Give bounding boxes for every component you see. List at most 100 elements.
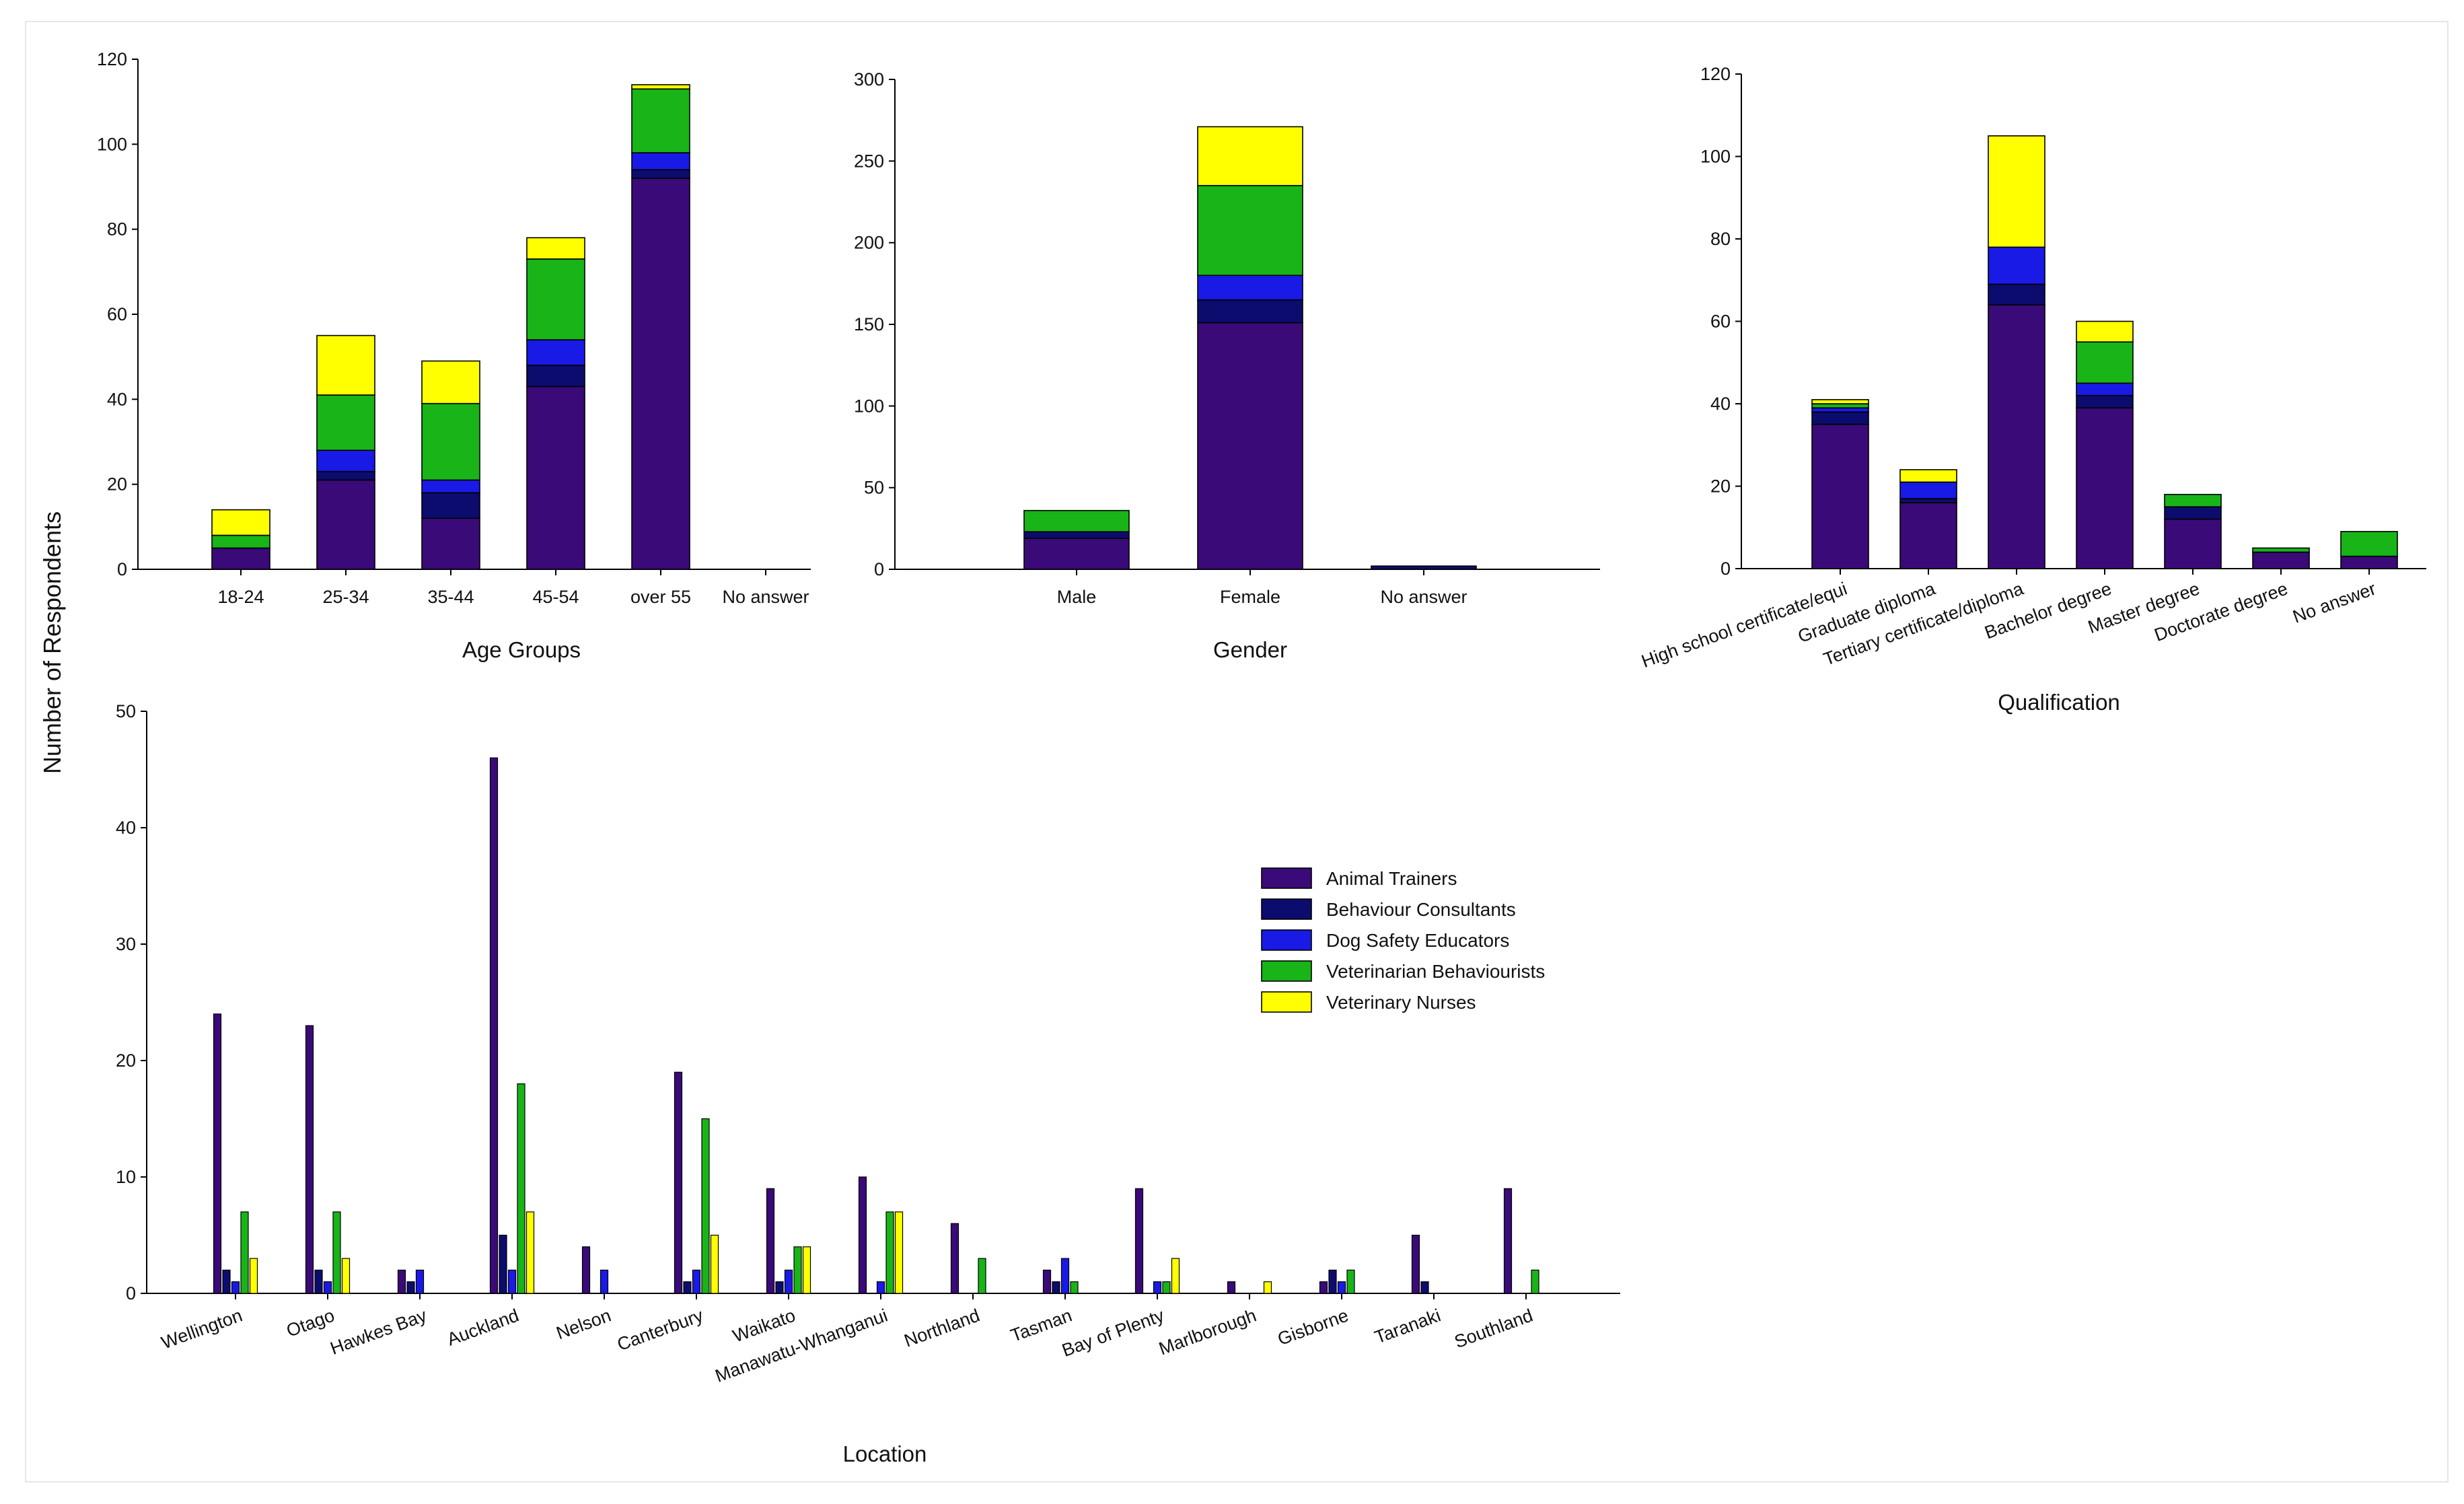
location-bar-manawatu-whanganui-animal-trainers [858,1176,867,1294]
gender-x-tick-label: Female [1220,587,1280,607]
age-bar-over-55-veterinarian-behaviourists [631,88,690,153]
location-bar-nelson-dog-safety-educators [600,1269,609,1294]
age-bar-45-54-veterinarian-behaviourists [526,258,585,341]
legend-label-veterinary-nurses: Veterinary Nurses [1326,992,1476,1013]
location-bar-wellington-behaviour-consultants [222,1269,231,1294]
qualification-bar-no-answer-animal-trainers [2340,555,2398,569]
location-bar-otago-veterinarian-behaviourists [332,1211,341,1294]
age-bar-45-54-behaviour-consultants [526,364,585,388]
location-bar-wellington-veterinary-nurses [249,1258,258,1294]
age-bar-over-55-animal-trainers [631,178,690,570]
qualification-y-tick-label: 80 [1710,229,1731,249]
legend-label-veterinarian-behaviourists: Veterinarian Behaviourists [1326,961,1545,982]
qualification-bar-high-school-certificate-equi-dog-safety-educators [1811,407,1869,413]
gender-y-tick-label: 150 [854,314,884,334]
qualification-bar-graduate-diploma-animal-trainers [1899,502,1957,569]
location-bar-auckland-behaviour-consultants [499,1234,507,1294]
age-x-tick-label: 35-44 [427,587,474,607]
location-bar-canterbury-veterinary-nurses [710,1234,719,1294]
qualification-bar-graduate-diploma-dog-safety-educators [1899,481,1957,499]
gender-x-tick-label: No answer [1380,587,1467,607]
location-bar-canterbury-animal-trainers [674,1071,683,1294]
qualification-bar-graduate-diploma-behaviour-consultants [1899,498,1957,503]
location-bar-otago-dog-safety-educators [323,1281,332,1294]
location-bar-auckland-animal-trainers [489,757,499,1294]
location-y-tick-label: 0 [126,1283,136,1303]
qualification-bar-master-degree-animal-trainers [2164,518,2222,569]
qualification-bar-high-school-certificate-equi-animal-trainers [1811,423,1869,569]
location-bar-canterbury-veterinarian-behaviourists [701,1118,710,1294]
location-bar-hawkes-bay-dog-safety-educators [415,1269,425,1294]
age-bar-25-34-veterinarian-behaviourists [316,394,375,451]
location-bar-tasman-dog-safety-educators [1060,1258,1070,1294]
location-bar-hawkes-bay-animal-trainers [397,1269,406,1294]
qualification-bar-doctorate-degree-animal-trainers [2252,551,2310,569]
gender-bar-male-behaviour-consultants [1023,531,1130,539]
age-bar-35-44-animal-trainers [421,517,480,570]
age-bar-25-34-behaviour-consultants [316,470,375,481]
legend-swatch-dog-safety-educators [1261,929,1312,951]
qualification-bar-tertiary-certificate-diploma-veterinary-nurses [1988,135,2045,248]
age-y-tick-label: 120 [97,49,127,69]
location-bar-otago-veterinary-nurses [341,1258,351,1294]
gender-y-tick-label: 200 [854,233,884,253]
location-bar-otago-animal-trainers [305,1025,314,1294]
age-bar-45-54-veterinary-nurses [526,237,585,260]
qualification-y-tick-label: 20 [1710,476,1731,497]
qualification-y-tick-label: 0 [1720,559,1731,579]
age-bar-25-34-veterinary-nurses [316,334,375,396]
qualification-bar-bachelor-degree-dog-safety-educators [2076,382,2134,396]
gender-bar-male-veterinarian-behaviourists [1023,509,1130,532]
gender-bar-female-veterinary-nurses [1197,126,1303,186]
qualification-y-tick-label: 40 [1710,394,1731,414]
gender-bar-female-behaviour-consultants [1197,299,1303,324]
age-x-tick-label: 25-34 [322,587,369,607]
gender-bar-female-animal-trainers [1197,322,1303,570]
location-bar-otago-behaviour-consultants [314,1269,323,1294]
gender-y-tick-label: 100 [854,396,884,416]
location-bar-bay-of-plenty-dog-safety-educators [1153,1281,1162,1294]
qualification-y-tick-label: 100 [1700,147,1731,167]
qualification-bar-graduate-diploma-veterinary-nurses [1899,469,1957,483]
location-bar-tasman-animal-trainers [1042,1269,1052,1294]
location-bar-manawatu-whanganui-dog-safety-educators [876,1281,885,1294]
age-bar-35-44-behaviour-consultants [421,492,480,519]
qualification-bar-high-school-certificate-equi-veterinary-nurses [1811,399,1869,404]
age-bar-over-55-veterinary-nurses [631,84,690,90]
location-bar-manawatu-whanganui-veterinarian-behaviourists [885,1211,894,1294]
legend-label-behaviour-consultants: Behaviour Consultants [1326,899,1516,920]
age-x-axis-title: Age Groups [462,637,581,662]
age-bar-45-54-animal-trainers [526,386,585,570]
qualification-bar-high-school-certificate-equi-veterinarian-behaviourists [1811,403,1869,408]
age-y-tick-label: 100 [97,134,127,154]
age-x-tick-label: 18-24 [217,587,264,607]
gender-y-tick-label: 300 [854,69,884,89]
location-y-tick-label: 40 [116,818,136,838]
location-bar-tasman-behaviour-consultants [1052,1281,1060,1294]
age-y-tick-label: 0 [117,559,127,579]
qualification-bar-bachelor-degree-animal-trainers [2076,407,2134,569]
gender-x-tick-label: Male [1057,587,1097,607]
qualification-bar-tertiary-certificate-diploma-behaviour-consultants [1988,283,2045,306]
age-bar-35-44-dog-safety-educators [421,479,480,494]
age-bar-18-24-veterinarian-behaviourists [211,534,270,549]
qualification-bar-bachelor-degree-veterinary-nurses [2076,320,2134,343]
age-bar-over-55-dog-safety-educators [631,152,690,171]
age-bar-35-44-veterinary-nurses [421,360,480,404]
location-bar-gisborne-dog-safety-educators [1337,1281,1346,1294]
location-y-tick-label: 10 [116,1167,136,1187]
location-bar-marlborough-veterinary-nurses [1263,1281,1272,1294]
age-x-tick-label: No answer [722,587,809,607]
location-bar-nelson-animal-trainers [581,1246,591,1294]
qualification-bar-doctorate-degree-veterinarian-behaviourists [2252,547,2310,553]
location-y-tick-label: 20 [116,1050,136,1071]
qualification-bar-master-degree-veterinarian-behaviourists [2164,493,2222,507]
location-bar-auckland-veterinary-nurses [526,1211,535,1294]
qualification-x-axis-title: Qualification [1998,690,2120,715]
age-y-tick-label: 40 [107,389,127,409]
gender-bar-female-dog-safety-educators [1197,275,1303,301]
gender-chart: 0 50 100 150 200 250 300 Male Female No answer Gen… [854,69,1600,662]
location-bar-waikato-veterinary-nurses [802,1246,811,1294]
age-bar-25-34-animal-trainers [316,479,375,570]
